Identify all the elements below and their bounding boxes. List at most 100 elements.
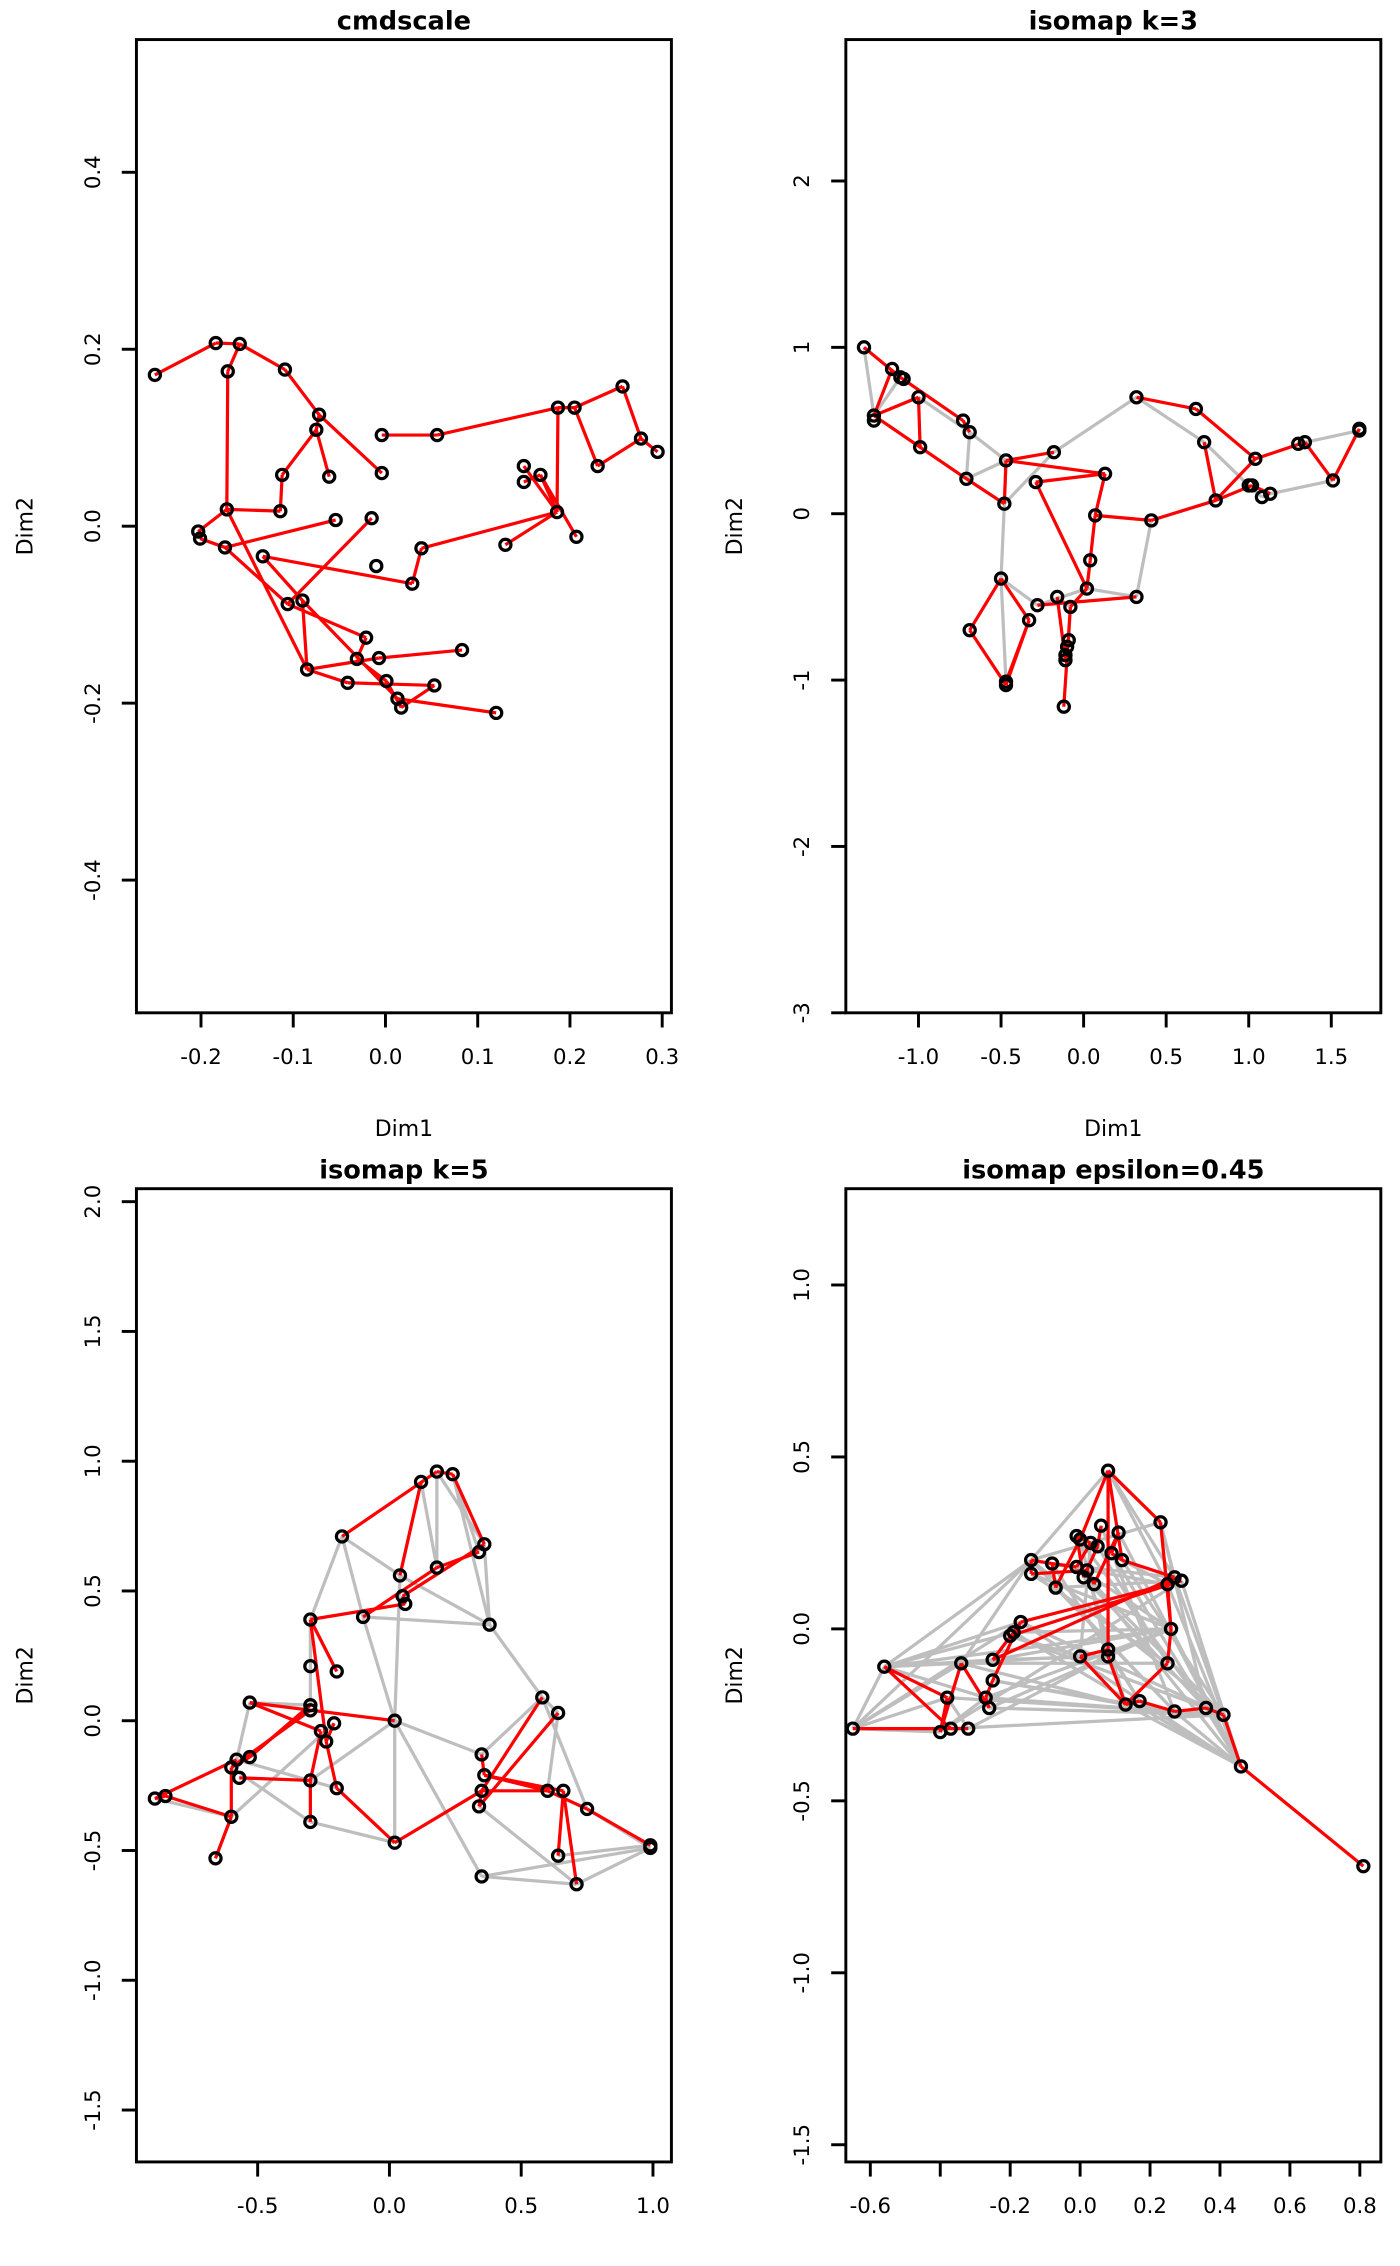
data-point: [318, 1734, 334, 1749]
x-tick-label: 0.1: [461, 1045, 495, 1070]
data-point: [1153, 1515, 1168, 1530]
gray-edge: [989, 1706, 1224, 1717]
x-tick-label: 0.5: [504, 2194, 538, 2219]
data-point: [1163, 1621, 1179, 1637]
y-tick-label: -3: [790, 1002, 815, 1023]
red-edge: [262, 554, 413, 586]
red-edges: [852, 1469, 1365, 1868]
red-edge: [1037, 595, 1137, 607]
data-point: [429, 1560, 445, 1575]
red-edge: [1009, 1579, 1183, 1638]
gray-edge: [852, 1696, 948, 1731]
gray-edge: [1297, 428, 1360, 446]
y-tick-label: 0.2: [81, 332, 106, 366]
x-tick-label: -0.5: [980, 1045, 1021, 1070]
data-point: [985, 1673, 1000, 1688]
data-point: [877, 1659, 892, 1674]
red-edge: [546, 1789, 588, 1811]
panel-title: cmdscale: [337, 6, 471, 36]
red-edge: [883, 1665, 952, 1730]
data-point: [427, 678, 442, 693]
red-edge: [573, 384, 624, 410]
data-point: [1013, 1614, 1028, 1630]
data-point: [896, 371, 911, 387]
data-point: [1093, 1518, 1109, 1533]
data-point: [328, 512, 343, 528]
data-point: [912, 439, 928, 455]
gray-edge: [236, 1758, 338, 1790]
red-edge: [1035, 472, 1106, 484]
panel-title: isomap k=5: [319, 1155, 488, 1185]
gray-edge: [540, 1696, 589, 1810]
data-point: [303, 1697, 318, 1713]
red-edge: [1106, 1470, 1124, 1561]
red-edge: [916, 397, 922, 448]
data-point: [358, 630, 374, 645]
red-edge: [1020, 1579, 1182, 1624]
data-point: [398, 1596, 413, 1612]
y-tick-label: -1.0: [790, 1952, 815, 1993]
data-point: [219, 502, 235, 517]
red-edge: [556, 1790, 565, 1856]
data-point: [429, 1464, 445, 1479]
data-point: [242, 1749, 257, 1765]
data-point: [516, 474, 532, 490]
red-edge: [1030, 1558, 1053, 1566]
data-point: [208, 1851, 223, 1866]
red-edge: [965, 477, 1006, 506]
data-point: [1100, 1642, 1116, 1657]
data-point: [1244, 478, 1260, 493]
data-point: [1050, 589, 1065, 605]
red-edge: [984, 1679, 995, 1699]
data-point: [1216, 1707, 1231, 1723]
data-point: [643, 1840, 658, 1856]
data-point: [322, 469, 337, 484]
y-tick-label: 1.5: [81, 1315, 106, 1349]
data-point: [940, 1690, 955, 1705]
red-edge: [226, 507, 281, 513]
data-point: [650, 444, 665, 460]
data-point: [1144, 513, 1159, 528]
data-point: [387, 1713, 402, 1728]
gray-edge: [884, 1658, 993, 1669]
data-point: [482, 1617, 497, 1632]
gray-edge: [851, 1665, 886, 1730]
data-point: [232, 336, 247, 352]
plot-frame: [844, 1187, 1383, 2164]
data-point: [1063, 599, 1078, 615]
data-point: [961, 1721, 976, 1736]
red-edge: [1092, 1531, 1121, 1585]
data-point: [1069, 1528, 1084, 1544]
data-point: [1044, 1556, 1060, 1571]
data-point: [884, 361, 900, 377]
data-point: [303, 1814, 318, 1830]
data-point: [374, 465, 389, 481]
points: [147, 1464, 658, 1892]
data-point: [329, 1781, 344, 1796]
data-point: [866, 413, 882, 428]
data-point: [1248, 451, 1263, 466]
red-edge: [1125, 1699, 1140, 1707]
plot-frame: [844, 38, 1383, 1015]
red-edge: [1158, 1522, 1173, 1630]
y-tick-label: 1: [790, 341, 815, 355]
data-point: [1114, 1552, 1130, 1568]
red-edge: [1150, 498, 1217, 522]
red-edge: [283, 368, 321, 416]
x-tick-label: 1.5: [1314, 1045, 1348, 1070]
data-point: [1021, 613, 1037, 628]
red-edge: [1202, 441, 1218, 501]
plot-frame: [134, 1187, 673, 2164]
red-edge: [314, 414, 321, 431]
data-point: [1023, 1552, 1039, 1568]
red-edge: [154, 341, 217, 377]
gray-edge: [883, 1665, 987, 1700]
data-point: [550, 1705, 566, 1721]
y-tick-label: -1.0: [81, 1960, 106, 2001]
gray-edges: [862, 347, 1361, 682]
data-point: [1023, 1566, 1039, 1582]
red-edge: [1221, 1714, 1243, 1767]
y-axis-label: Dim2: [723, 497, 748, 555]
red-edge: [1095, 513, 1152, 522]
data-point: [414, 541, 429, 556]
